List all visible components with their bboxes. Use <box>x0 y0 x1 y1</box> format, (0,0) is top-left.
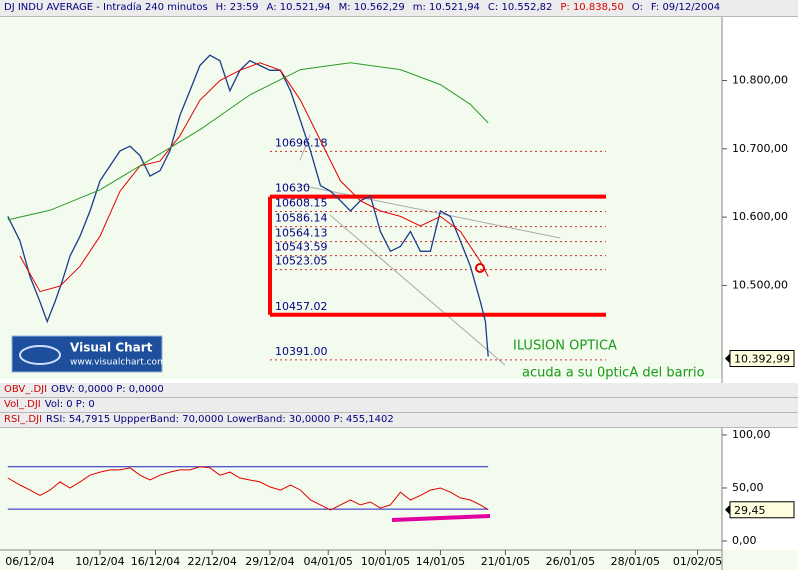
stat: C: 10.552,82 <box>487 2 553 13</box>
x-tick-label: 22/12/04 <box>187 555 236 568</box>
stat: O: <box>631 2 643 13</box>
title-bar: DJ INDU AVERAGE - Intradía 240 minutos H:… <box>0 0 798 17</box>
y-tick-label: 10.500,00 <box>732 278 788 291</box>
logo-title: Visual Chart <box>70 341 153 355</box>
y-tick-label: 0,00 <box>732 534 757 547</box>
trend-line <box>329 214 506 366</box>
vol-bar: Vol_.DJI Vol: 0 P: 0 <box>0 398 798 413</box>
level-label: 10564.13 <box>275 227 328 240</box>
logo-box <box>11 335 163 373</box>
stat: A: 10.521,94 <box>266 2 331 13</box>
y-tick-label: 50,00 <box>732 481 764 494</box>
logo: Visual Chart www.visualchart.com <box>11 335 166 373</box>
stat: F: 09/12/2004 <box>650 2 721 13</box>
y-tick-label: 10.700,00 <box>732 142 788 155</box>
series-line <box>7 466 489 511</box>
rsi-panel <box>0 427 722 550</box>
divergence-line <box>391 514 491 522</box>
y-tick-label: 10.600,00 <box>732 210 788 223</box>
x-tick-label: 29/12/04 <box>245 555 294 568</box>
x-tick-label: 21/01/05 <box>481 555 530 568</box>
level-label: 10457.02 <box>275 300 328 313</box>
level-label: 10586.14 <box>275 212 328 225</box>
series-line <box>19 62 489 293</box>
last-label: 10.392,99 <box>734 353 790 366</box>
last-pointer <box>725 504 730 515</box>
rsi-bar: RSI_.DJI RSI: 54,7915 UppperBand: 70,0000… <box>0 413 798 428</box>
date-axis <box>0 550 798 570</box>
y-tick-label: 10.800,00 <box>732 74 788 87</box>
x-tick-label: 14/01/05 <box>416 555 465 568</box>
last-pointer <box>725 353 730 364</box>
x-tick-label: 16/12/04 <box>131 555 180 568</box>
logo-url: www.visualchart.com <box>70 358 166 368</box>
last-label: 29,45 <box>734 504 766 517</box>
x-tick-label: 10/12/04 <box>75 555 124 568</box>
panel-text: RSI: 54,7915 UppperBand: 70,0000 LowerBa… <box>46 414 394 425</box>
level-label: 10696.18 <box>275 136 328 149</box>
last-box <box>729 501 795 519</box>
stat: M: 10.562,29 <box>338 2 405 13</box>
level-label: 10543.59 <box>275 241 328 254</box>
stat: m: 10.521,94 <box>412 2 480 13</box>
level-label: 10630 <box>275 182 310 195</box>
obv-bar: OBV_.DJI OBV: 0,0000 P: 0,0000 <box>0 383 798 398</box>
panel-text: OBV: 0,0000 P: 0,0000 <box>51 384 164 395</box>
panel-name: OBV_.DJI <box>4 384 48 395</box>
stat: P: 10.838,50 <box>560 2 624 13</box>
panel-name: Vol_.DJI <box>4 399 41 410</box>
panel-name: RSI_.DJI <box>4 414 43 425</box>
series-line <box>7 62 489 221</box>
x-tick-label: 28/01/05 <box>611 555 660 568</box>
series-line <box>7 54 489 357</box>
annotation: ILUSION OPTICA <box>513 339 617 354</box>
x-tick-label: 06/12/04 <box>5 555 54 568</box>
level-label: 10523.05 <box>275 255 328 268</box>
panel-text: Vol: 0 P: 0 <box>44 399 95 410</box>
x-tick-label: 10/01/05 <box>361 555 410 568</box>
x-tick-label: 01/02/05 <box>673 555 722 568</box>
trend-line <box>299 134 311 161</box>
stat: H: 23:59 <box>215 2 259 13</box>
x-tick-label: 04/01/05 <box>304 555 353 568</box>
last-box <box>729 350 795 368</box>
annotation: acuda a su 0pticA del barrio <box>522 366 705 381</box>
title: DJ INDU AVERAGE - Intradía 240 minutos <box>4 2 208 13</box>
level-label: 10391.00 <box>275 345 328 358</box>
level-label: 10608.15 <box>275 197 328 210</box>
x-tick-label: 26/01/05 <box>546 555 595 568</box>
logo-icon <box>19 345 61 365</box>
y-tick-label: 100,00 <box>732 428 771 441</box>
